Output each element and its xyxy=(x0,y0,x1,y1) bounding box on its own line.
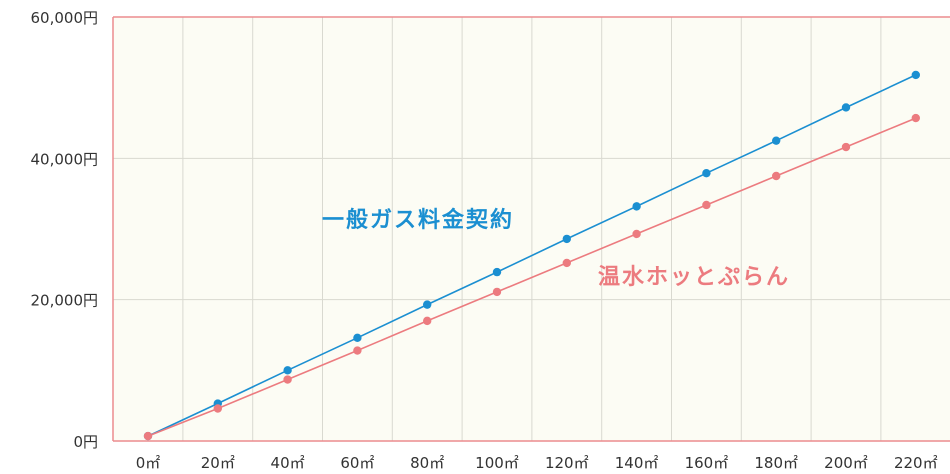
x-tick-label: 60㎡ xyxy=(340,454,374,472)
y-axis-tick-labels: 0円 20,000円 40,000円 60,000円 xyxy=(31,9,99,451)
x-tick-label: 80㎡ xyxy=(410,454,444,472)
series-line-1 xyxy=(147,117,917,437)
grid-lines xyxy=(113,17,950,441)
x-tick-label: 200㎡ xyxy=(824,454,868,472)
series-1-point xyxy=(213,404,222,413)
series-0-point xyxy=(911,70,920,80)
y-tick-label: 60,000円 xyxy=(31,9,99,27)
series-0-point xyxy=(492,267,502,277)
series-0-point xyxy=(562,234,571,244)
y-tick-label: 20,000円 xyxy=(31,292,99,310)
series-0-point xyxy=(772,136,781,145)
series-1-point xyxy=(772,171,781,181)
series-0-point xyxy=(423,300,432,309)
series-0-point xyxy=(632,202,641,211)
series-1-point xyxy=(562,258,571,268)
series-1-point xyxy=(492,287,502,297)
y-tick-label: 0円 xyxy=(73,433,98,451)
series-1-point xyxy=(841,142,851,152)
series-points xyxy=(143,70,920,441)
series-0-point xyxy=(353,333,362,343)
x-tick-label: 160㎡ xyxy=(685,454,729,472)
plot-frame xyxy=(112,16,950,442)
series-1-point xyxy=(353,346,362,355)
x-tick-label: 180㎡ xyxy=(754,454,798,472)
x-tick-label: 120㎡ xyxy=(545,454,589,472)
x-tick-label: 40㎡ xyxy=(271,454,305,472)
x-tick-label: 100㎡ xyxy=(475,454,519,472)
series-lines xyxy=(147,74,917,437)
x-axis-tick-labels: 0㎡ 20㎡ 40㎡ 60㎡ 80㎡ 100㎡ 120㎡ 140㎡ 160㎡ 180㎡ 200㎡ 22… xyxy=(136,454,938,472)
series-label-general-gas: 一般ガス料金契約 xyxy=(322,207,514,233)
x-tick-label: 0㎡ xyxy=(136,454,161,472)
x-tick-label: 20㎡ xyxy=(201,454,235,472)
y-tick-label: 40,000円 xyxy=(31,150,99,168)
x-tick-label: 220㎡ xyxy=(894,454,938,472)
x-tick-label: 140㎡ xyxy=(615,454,659,472)
series-1-point xyxy=(143,431,153,441)
series-1-point xyxy=(423,316,432,326)
series-0-point xyxy=(283,366,292,375)
series-0-point xyxy=(702,168,711,178)
series-label-onsui-hotto-plan: 温水ホッとぷらん xyxy=(598,265,790,290)
series-1-point xyxy=(702,200,711,210)
series-line-0 xyxy=(147,74,917,437)
series-1-point xyxy=(283,375,292,384)
series-1-point xyxy=(632,229,641,239)
series-1-point xyxy=(911,113,920,123)
series-0-point xyxy=(841,103,851,112)
